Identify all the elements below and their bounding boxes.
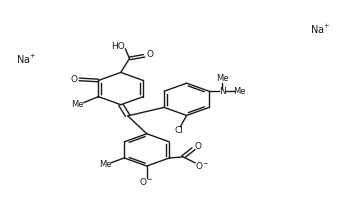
Text: O$^{-}$: O$^{-}$ <box>195 160 208 170</box>
Text: Me: Me <box>216 74 229 83</box>
Text: HO: HO <box>111 42 125 51</box>
Text: O: O <box>70 75 77 84</box>
Text: O$^{-}$: O$^{-}$ <box>139 176 153 187</box>
Text: O: O <box>194 143 201 152</box>
Text: Me: Me <box>99 160 111 169</box>
Text: Me: Me <box>233 87 245 96</box>
Text: Cl: Cl <box>174 126 183 135</box>
Text: Me: Me <box>71 100 84 109</box>
Text: Na$^{+}$: Na$^{+}$ <box>310 23 330 36</box>
Text: O: O <box>146 51 153 60</box>
Text: Na$^{+}$: Na$^{+}$ <box>15 53 36 66</box>
Text: N: N <box>219 87 226 96</box>
